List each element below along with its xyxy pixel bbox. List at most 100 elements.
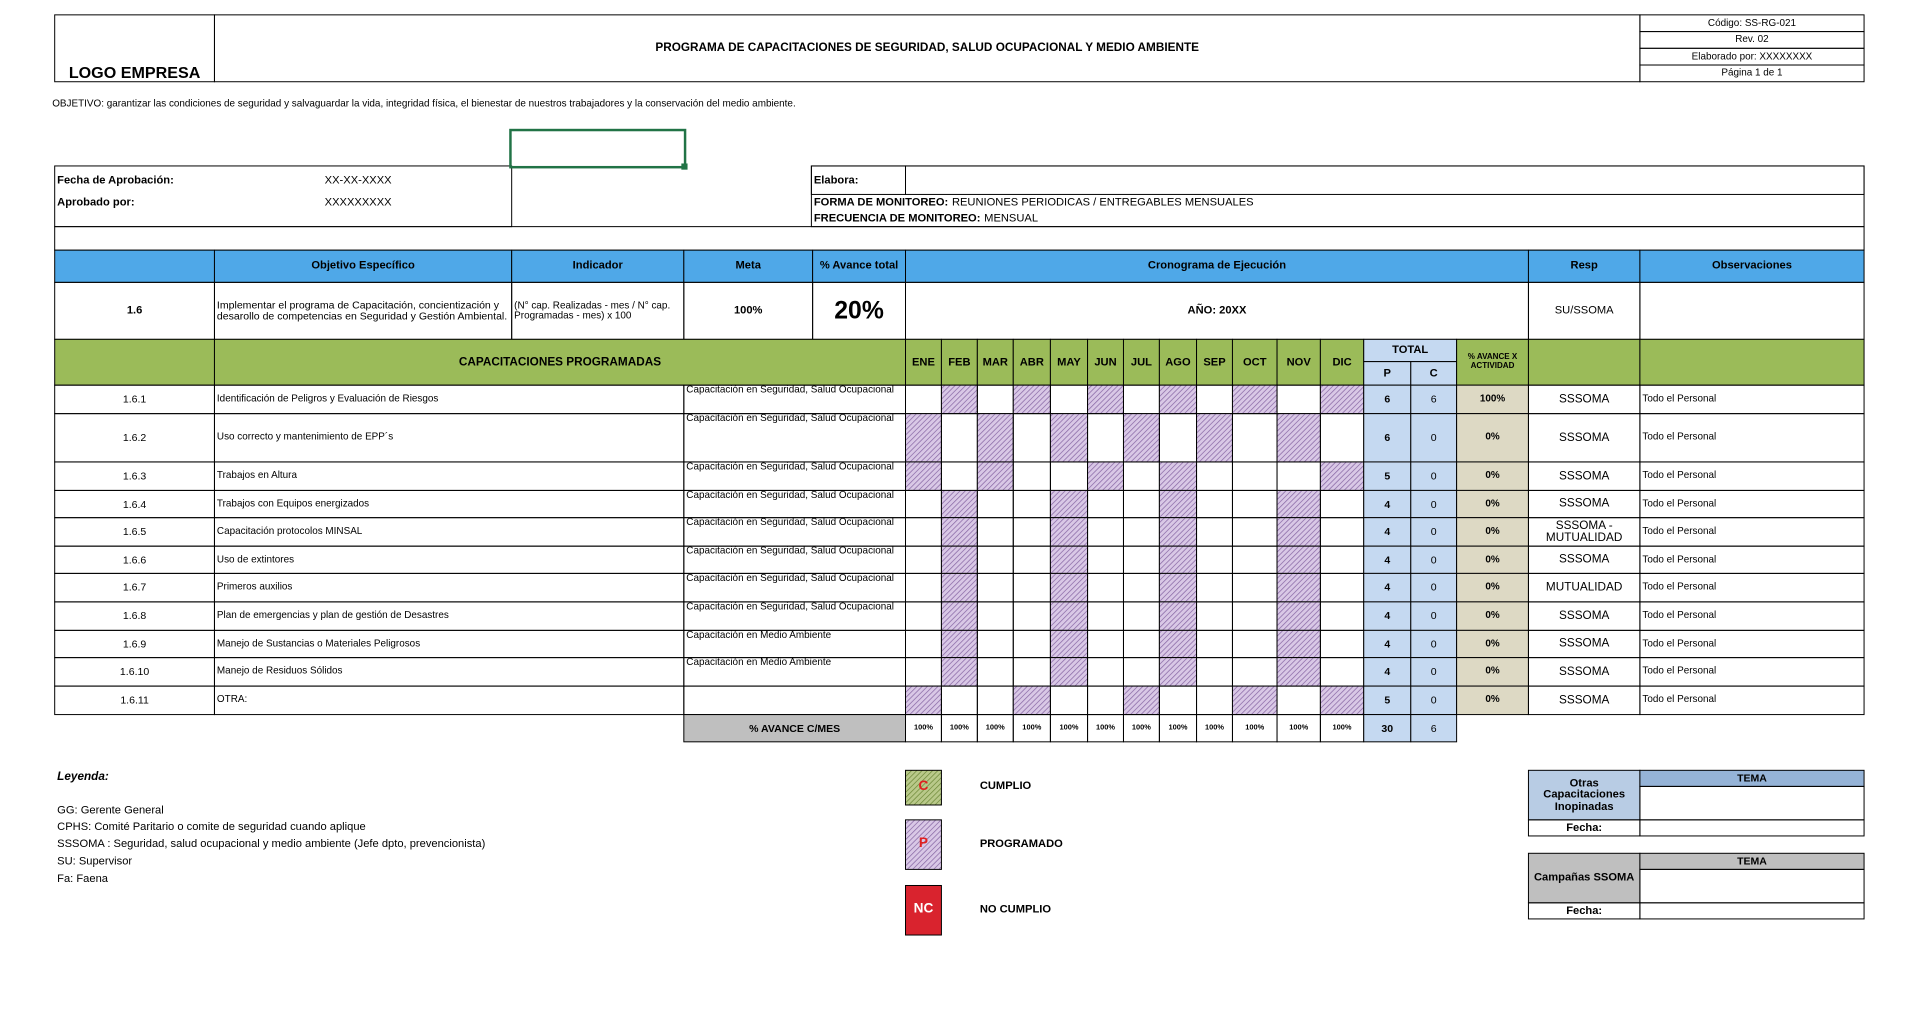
value: REUNIONES PERIODICAS / ENTREGABLES MENSU… (951, 195, 1254, 208)
cell (1363, 489, 1412, 519)
scheduled-cell (1276, 517, 1321, 547)
scheduled-cell (1158, 489, 1198, 519)
cell-text-box: 1.6.7 (123, 582, 146, 593)
cell (905, 384, 942, 415)
cell-text-box: OCT (1243, 356, 1267, 368)
cell-text: SSSOMA (1559, 692, 1610, 707)
cell-text-box: Campañas SSOMA (1534, 871, 1634, 883)
cell (905, 657, 942, 687)
cell-text-box: XXXXXXXXX (325, 196, 392, 208)
cell-text-box: TOTAL (1392, 344, 1428, 356)
cell-text-box: NO CUMPLIO (979, 903, 1052, 916)
cell-text: Capacitación en Seguridad, Salud Ocupaci… (686, 490, 894, 501)
cell (976, 517, 1014, 547)
scheduled-cell (905, 685, 942, 716)
cell (1319, 338, 1365, 386)
monitoring-line: FRECUENCIA DE MONITOREO: MENSUAL (814, 212, 1038, 224)
cell-text: 0% (1485, 609, 1500, 621)
cell-text-box: PROGRAMA DE CAPACITACIONES DE SEGURIDAD,… (655, 42, 1199, 54)
cell-text-box: ENE (912, 356, 935, 368)
cell-text: 100% (985, 724, 1005, 732)
cell-text: 4 (1384, 497, 1391, 510)
cell (1319, 545, 1365, 574)
scheduled-cell (1158, 629, 1198, 659)
cell-text-box: Todo el Personal (1642, 393, 1716, 403)
cell-text-box: TEMA (1737, 772, 1767, 783)
cell-text-box: Trabajos con Equipos energizados (217, 498, 369, 508)
cell-text-box: Rev. 02 (1735, 34, 1768, 44)
cell (1276, 685, 1321, 716)
cell-text-box: 4 (1384, 554, 1390, 565)
cell-text: 4 (1384, 637, 1391, 650)
cell-text: 100% (1245, 724, 1265, 732)
month-header: MAY (1057, 355, 1081, 368)
cell-text: 0 (1430, 637, 1437, 650)
month-header: AGO (1165, 355, 1191, 368)
cell (1087, 517, 1124, 547)
cell-text-box: OTRA: (217, 694, 247, 704)
cell-text-box: Todo el Personal (1642, 638, 1716, 648)
cell (1410, 714, 1458, 743)
cell (1196, 384, 1233, 415)
selected-cell[interactable] (509, 128, 687, 169)
cell-text-box: Uso correcto y mantenimiento de EPP´s (217, 432, 393, 442)
scheduled-cell (1049, 657, 1089, 687)
scheduled-cell (1319, 685, 1365, 716)
cell-text-box: Capacitación en Seguridad, Salud Ocupaci… (686, 490, 894, 501)
scheduled-cell (905, 461, 942, 491)
cell (1456, 657, 1529, 687)
cell (1122, 384, 1160, 415)
cell-text: 4 (1384, 525, 1391, 538)
cell-text: Implementar el programa de Capacitación,… (216, 298, 508, 322)
cell-text-box: 0 (1430, 580, 1437, 594)
cell-text: Uso de extintores (216, 553, 295, 565)
cell-text-box: MAR (983, 356, 1008, 368)
cell-text-box: Objetivo Específico (311, 260, 414, 272)
cell (1276, 384, 1321, 415)
scheduled-cell (1049, 572, 1089, 603)
cell-text-box: Todo el Personal (1642, 554, 1716, 564)
cell-text: AÑO: 20XX (1187, 303, 1247, 317)
cell (511, 249, 685, 283)
cell-text: 5 (1384, 469, 1391, 482)
month-header: NOV (1286, 355, 1311, 368)
logo: LOGO EMPRESA (68, 63, 201, 82)
cell-text: 0 (1430, 497, 1437, 510)
cell (1639, 281, 1865, 340)
objective-text: OBJETIVO: garantizar las condiciones de … (52, 97, 796, 109)
cell-text-box: 1.6.11 (120, 694, 149, 705)
cell (1363, 685, 1412, 716)
value: XX-XX-XXXX (324, 173, 392, 186)
scheduled-cell (940, 545, 978, 574)
cell-text-box: Capacitación en Seguridad, Salud Ocupaci… (686, 518, 894, 528)
cell-text: 0 (1430, 580, 1437, 594)
cell-text: 100% (1332, 724, 1352, 732)
cell-text: 100% (1479, 392, 1506, 405)
month-header: ABR (1019, 355, 1044, 368)
cell-text: SSSOMA (1559, 636, 1610, 651)
label: Elabora: (813, 173, 859, 186)
cell-text-box: 4 (1384, 525, 1391, 538)
cell (1196, 461, 1233, 491)
cell (1087, 572, 1124, 603)
cell-text: Todo el Personal (1642, 469, 1717, 481)
cell-text-box: SU/SSOMA (1554, 303, 1614, 317)
scheduled-cell (1087, 461, 1124, 491)
cell-text-box: Capacitación en Seguridad, Salud Ocupaci… (686, 602, 894, 612)
cell-text: SSSOMA (1559, 664, 1610, 679)
cell-text-box: 4 (1384, 497, 1391, 510)
cell-text-box: 100% (1096, 724, 1115, 731)
cell (1527, 338, 1641, 386)
legend-label: NO CUMPLIO (979, 903, 1052, 916)
section-title: CAPACITACIONES PROGRAMADAS (458, 354, 662, 369)
cell-text: 0% (1485, 665, 1500, 677)
cell-text-box: Fecha: (1566, 904, 1602, 916)
cell-text: 1.6.8 (122, 609, 147, 622)
scheduled-cell (1122, 685, 1160, 716)
scheduled-cell (1276, 489, 1321, 519)
cell-text: 100% (733, 303, 763, 317)
cell-text: SU/SSOMA (1554, 303, 1614, 317)
cell-text: TEMA (1737, 854, 1767, 867)
legend-symbol: NC (913, 901, 934, 917)
fill-handle[interactable] (681, 163, 688, 170)
